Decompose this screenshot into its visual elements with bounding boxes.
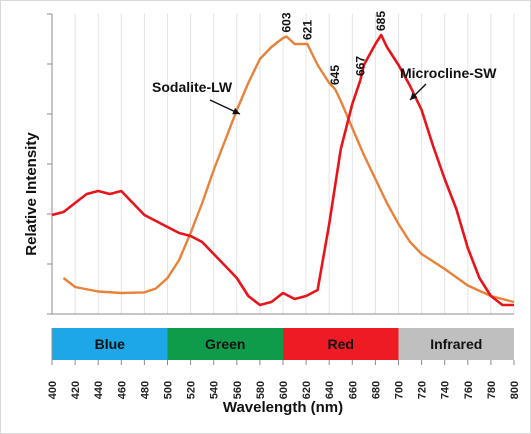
x-tick-label-520: 520 xyxy=(186,381,198,399)
band-label-blue: Blue xyxy=(95,336,126,352)
x-tick-label-500: 500 xyxy=(163,381,175,399)
band-blue xyxy=(52,328,168,360)
band-label-red: Red xyxy=(328,336,354,352)
x-tick-label-720: 720 xyxy=(417,381,429,399)
series-label-sodalite-lw: Sodalite-LW xyxy=(152,79,233,95)
x-tick-label-700: 700 xyxy=(394,381,406,399)
series-label-microcline-sw: Microcline-SW xyxy=(400,65,497,81)
x-tick-label-680: 680 xyxy=(370,381,382,399)
band-infrared xyxy=(398,328,514,360)
band-red xyxy=(283,328,399,360)
peak-label-603: 603 xyxy=(279,12,293,32)
peak-label-645: 645 xyxy=(328,65,342,85)
x-tick-label-480: 480 xyxy=(139,381,151,399)
peak-label-667: 667 xyxy=(353,56,367,76)
band-label-green: Green xyxy=(205,336,245,352)
x-tick-label-620: 620 xyxy=(301,381,313,399)
peak-label-685: 685 xyxy=(374,11,388,31)
series-label-arrowhead-microcline-sw xyxy=(410,92,418,100)
x-tick-label-640: 640 xyxy=(324,381,336,399)
series-label-arrowhead-sodalite-lw xyxy=(232,107,240,115)
x-axis-title: Wavelength (nm) xyxy=(223,399,343,416)
x-tick-label-460: 460 xyxy=(116,381,128,399)
x-tick-label-440: 440 xyxy=(93,381,105,399)
x-tick-label-780: 780 xyxy=(486,381,498,399)
band-label-infrared: Infrared xyxy=(430,336,482,352)
x-tick-label-420: 420 xyxy=(70,381,82,399)
band-green xyxy=(167,328,283,360)
x-tick-label-800: 800 xyxy=(509,381,521,399)
x-tick-label-660: 660 xyxy=(347,381,359,399)
x-tick-label-540: 540 xyxy=(209,381,221,399)
x-tick-label-400: 400 xyxy=(47,381,59,399)
x-tick-label-560: 560 xyxy=(232,381,244,399)
x-tick-label-760: 760 xyxy=(463,381,475,399)
x-tick-label-580: 580 xyxy=(255,381,267,399)
y-axis-title: Relative Intensity xyxy=(23,132,40,256)
x-tick-label-740: 740 xyxy=(440,381,452,399)
x-tick-label-600: 600 xyxy=(278,381,290,399)
peak-label-621: 621 xyxy=(300,20,314,40)
